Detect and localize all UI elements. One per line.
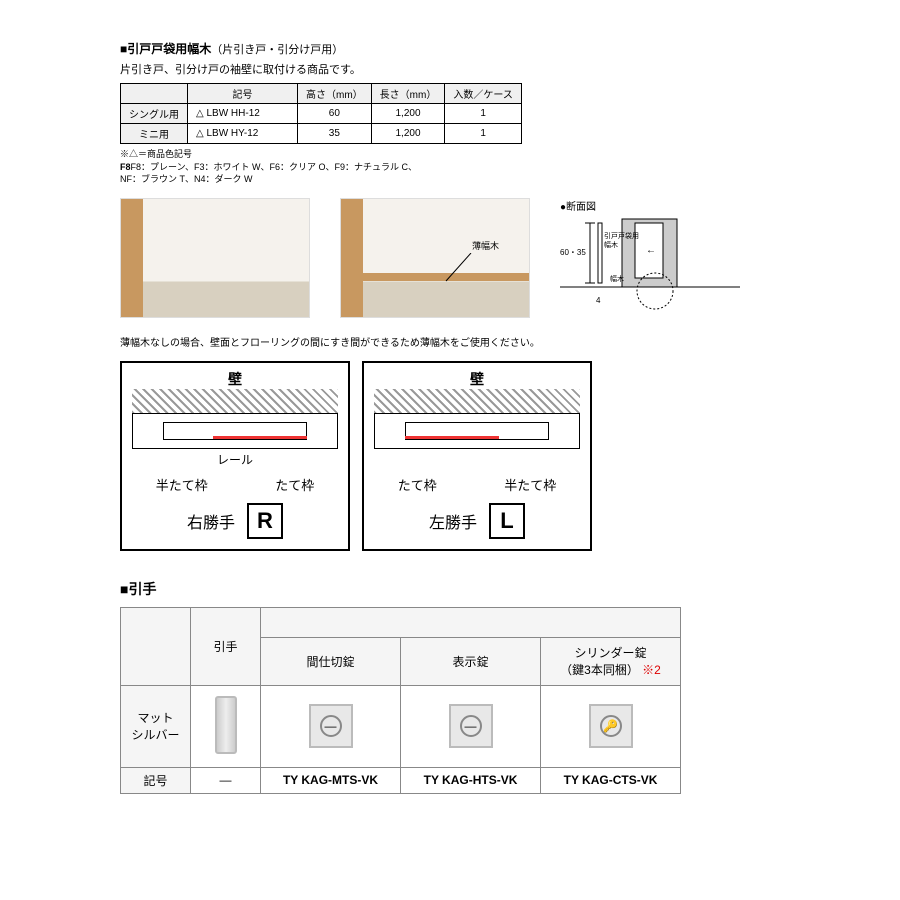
photo-row: 薄幅木 ●断面図 60・35 4 ← 引戸戸袋用 幅木 幅木 (120, 198, 780, 328)
wall-label: 壁 (228, 369, 242, 389)
letter-l: L (489, 503, 525, 539)
lr-diagrams: 壁 レール 半たて枠 たて枠 右勝手 R 壁 たて枠 半たて枠 左勝手 L (120, 361, 780, 551)
handle-table: 引手 間仕切錠 表示錠 シリンダー錠 （鍵3本同梱） ※2 マット シルバー ―… (120, 607, 681, 794)
photo-2: 薄幅木 (340, 198, 530, 318)
spec-th-0 (121, 84, 188, 104)
rail-area (132, 413, 338, 449)
wall-label: 壁 (470, 369, 484, 389)
handle-th-pull: 引手 (191, 607, 261, 685)
col-partition: 間仕切錠 (261, 637, 401, 685)
section1-desc: 片引き戸、引分け戸の袖壁に取付ける商品です。 (120, 61, 780, 77)
handle-th-blank (121, 607, 191, 685)
cross-label: ●断面図 (560, 198, 740, 213)
bottom-row-r: 右勝手 R (122, 503, 348, 539)
cross-section-svg: 60・35 4 ← 引戸戸袋用 幅木 幅木 (560, 213, 740, 328)
svg-text:引戸戸袋用: 引戸戸袋用 (604, 231, 639, 240)
left-hand-label: 左勝手 (429, 509, 477, 533)
photo-label: 薄幅木 (472, 239, 499, 252)
letter-r: R (247, 503, 283, 539)
svg-text:幅木: 幅木 (604, 240, 618, 249)
spec-r1c3: 1,200 (371, 124, 445, 144)
rail-label: レール (217, 451, 253, 468)
section2-title: ■引手 (120, 579, 780, 599)
title-paren: （片引き戸・引分け戸用） (211, 44, 343, 56)
cylinder-lock-icon: 🔑 (589, 704, 633, 748)
col3-a: シリンダー錠 (574, 646, 646, 660)
wood-trim-icon (121, 199, 143, 317)
spec-r1c1: △ LBW HY-12 (188, 124, 298, 144)
svg-text:幅木: 幅木 (610, 274, 624, 283)
spec-r1c4: 1 (445, 124, 522, 144)
svg-text:←: ← (646, 245, 656, 256)
indicator-lock-icon: ― (449, 704, 493, 748)
pull-handle-icon (215, 696, 237, 754)
cross-section-diagram: ●断面図 60・35 4 ← 引戸戸袋用 幅木 幅木 (560, 198, 740, 328)
row-finish-label: マット シルバー (121, 685, 191, 767)
col3-note: ※2 (642, 663, 661, 677)
handle-th-span (261, 607, 681, 637)
col-cylinder: シリンダー錠 （鍵3本同梱） ※2 (541, 637, 681, 685)
code-0: — (191, 767, 261, 793)
code-1: TY KAG-MTS-VK (261, 767, 401, 793)
spec-th-3: 長さ（mm） (371, 84, 445, 104)
spec-r0c2: 60 (298, 104, 372, 124)
spec-table: 記号 高さ（mm） 長さ（mm） 入数／ケース シングル用 △ LBW HH-1… (120, 83, 522, 144)
code-2: TY KAG-HTS-VK (401, 767, 541, 793)
cell-lock1: ― (261, 685, 401, 767)
photo-1 (120, 198, 310, 318)
fn-f8: F8 (120, 162, 131, 172)
arrow-icon (441, 253, 481, 293)
section1-title: ■引戸戸袋用幅木（片引き戸・引分け戸用） (120, 40, 780, 57)
svg-text:4: 4 (596, 296, 601, 305)
code-label: 記号 (121, 767, 191, 793)
full-frame-label: たて枠 (398, 475, 437, 494)
footnote1: ※△＝商品色記号 (120, 148, 780, 161)
spec-th-2: 高さ（mm） (298, 84, 372, 104)
cell-lock2: ― (401, 685, 541, 767)
footnotes: ※△＝商品色記号 F8F8：プレーン、F3：ホワイト W、F6：クリア O、F9… (120, 148, 780, 186)
spec-r0c1: △ LBW HH-12 (188, 104, 298, 124)
full-frame-label: たて枠 (275, 475, 314, 494)
bottom-row-l: 左勝手 L (364, 503, 590, 539)
spec-th-4: 入数／ケース (445, 84, 522, 104)
right-hand-diagram: 壁 レール 半たて枠 たて枠 右勝手 R (120, 361, 350, 551)
code-3: TY KAG-CTS-VK (541, 767, 681, 793)
wood-trim-icon (341, 199, 363, 317)
note-text: 薄幅木なしの場合、壁面とフローリングの間にすき間ができるため薄幅木をご使用くださ… (120, 334, 780, 349)
partition-lock-icon: ― (309, 704, 353, 748)
half-frame-label: 半たて枠 (504, 475, 556, 494)
spec-th-1: 記号 (188, 84, 298, 104)
title-text: 引戸戸袋用幅木 (127, 42, 211, 56)
cell-pull-icon (191, 685, 261, 767)
footnote2: F8：プレーン、F3：ホワイト W、F6：クリア O、F9：ナチュラル C、 (131, 162, 418, 172)
spec-r0c3: 1,200 (371, 104, 445, 124)
svg-text:60・35: 60・35 (560, 248, 586, 257)
baseboard-icon (341, 273, 529, 281)
col-indicator: 表示錠 (401, 637, 541, 685)
rail-area (374, 413, 580, 449)
left-hand-diagram: 壁 たて枠 半たて枠 左勝手 L (362, 361, 592, 551)
hatch-icon (132, 389, 338, 413)
footnote3: NF：ブラウン T、N4：ダーク W (120, 173, 780, 186)
right-hand-label: 右勝手 (187, 509, 235, 533)
hatch-icon (374, 389, 580, 413)
col3-b: （鍵3本同梱） (560, 663, 639, 677)
spec-r0c4: 1 (445, 104, 522, 124)
cell-lock3: 🔑 (541, 685, 681, 767)
half-frame-label: 半たて枠 (156, 475, 208, 494)
spec-r0c0: シングル用 (121, 104, 188, 124)
spec-r1c0: ミニ用 (121, 124, 188, 144)
spec-r1c2: 35 (298, 124, 372, 144)
